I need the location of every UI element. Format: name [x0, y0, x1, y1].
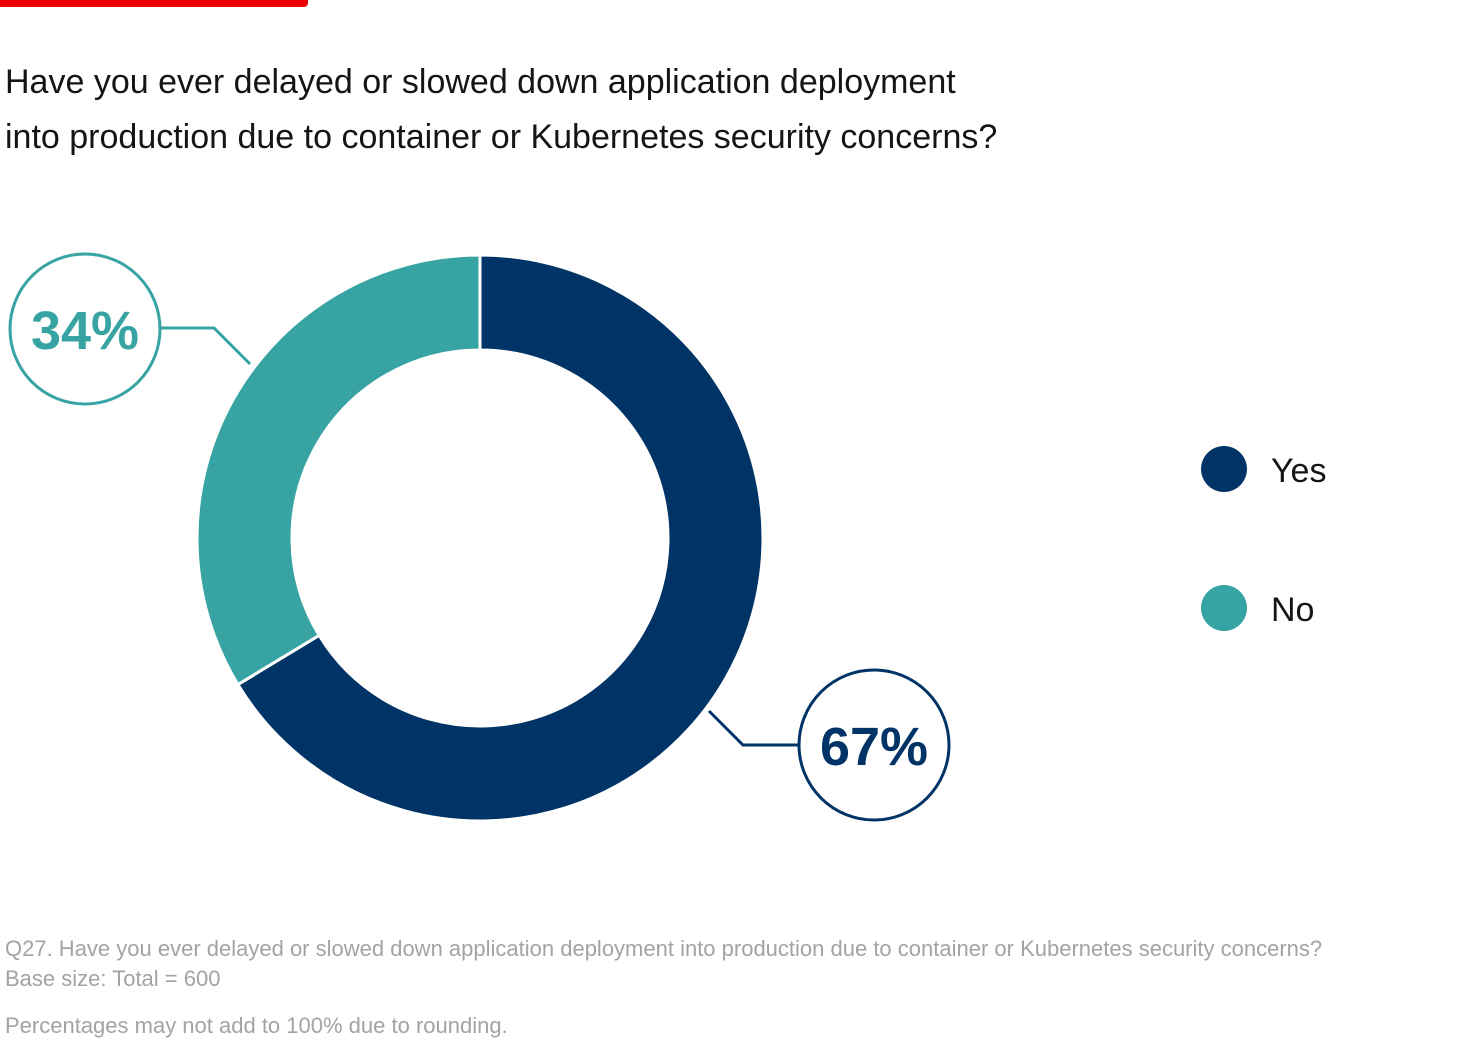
title-line-1: Have you ever delayed or slowed down app… [5, 63, 956, 101]
legend-swatch-yes [1201, 446, 1247, 492]
data-label-no: 34% [31, 301, 139, 361]
legend-swatch-no [1201, 585, 1247, 631]
label-circle-no [8, 252, 162, 406]
legend-label-yes: Yes [1271, 452, 1326, 490]
donut-slice-no [195, 253, 482, 687]
chart-title: Have you ever delayed or slowed down app… [5, 55, 1205, 165]
title-line-2: into production due to container or Kube… [5, 118, 998, 156]
data-label-yes: 67% [820, 717, 928, 777]
footnote-question: Q27. Have you ever delayed or slowed dow… [5, 936, 1323, 961]
footnote-rounding: Percentages may not add to 100% due to r… [5, 1013, 508, 1038]
label-circle-yes [797, 668, 951, 822]
accent-bar [0, 0, 308, 7]
footnote-base: Base size: Total = 600 [5, 966, 221, 991]
leader-line-no [160, 326, 252, 366]
donut-slice-yes [235, 253, 765, 823]
legend-label-no: No [1271, 591, 1314, 629]
leader-line-yes [707, 709, 800, 747]
